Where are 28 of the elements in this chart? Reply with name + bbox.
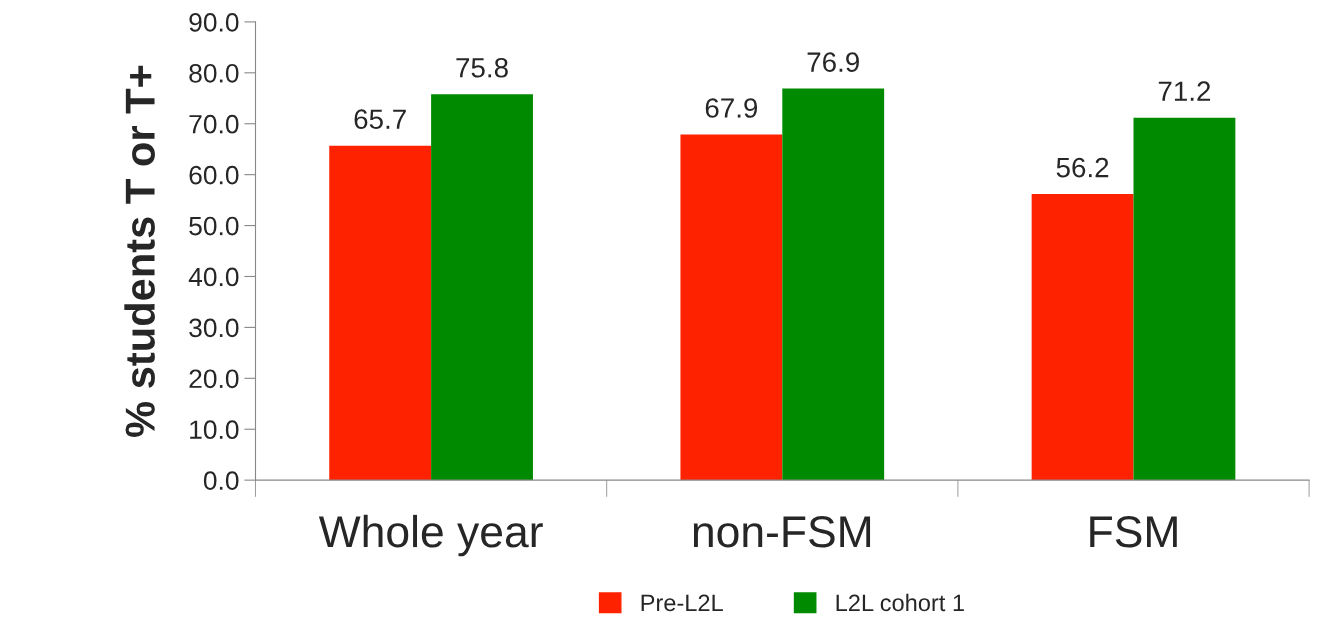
legend-label: L2L cohort 1 — [836, 593, 964, 612]
data-label: 76.9 — [807, 52, 859, 73]
y-tick-label: 60.0 — [189, 165, 239, 185]
x-tick-label: Whole year — [318, 514, 543, 557]
data-label: 56.2 — [1056, 157, 1109, 178]
y-tick-label: 80.0 — [189, 63, 239, 83]
legend-label: Pre-L2L — [641, 594, 723, 612]
y-tick-label: 10.0 — [190, 420, 239, 440]
bar — [431, 94, 533, 481]
bar — [1031, 194, 1134, 481]
bar — [1133, 117, 1236, 481]
y-tick-label: 70.0 — [189, 114, 239, 134]
bar — [680, 134, 783, 481]
y-tick-label: 30.0 — [189, 318, 239, 338]
data-label: 75.8 — [456, 57, 508, 78]
y-tick-label: 50.0 — [189, 216, 239, 236]
y-tick-label: 40.0 — [188, 267, 239, 287]
data-label: 65.7 — [354, 109, 406, 130]
y-tick-label: 0.0 — [203, 471, 239, 490]
bar — [329, 145, 432, 481]
y-tick-label: 20.0 — [189, 369, 239, 389]
data-label: 67.9 — [705, 98, 758, 118]
data-label: 71.2 — [1158, 81, 1211, 101]
bar — [782, 88, 885, 481]
y-axis-title: % students T or T+ — [124, 65, 155, 437]
x-tick-label: non-FSM — [693, 516, 871, 548]
x-tick-label: FSM — [1090, 516, 1177, 548]
y-tick-label: 90.0 — [189, 13, 239, 32]
